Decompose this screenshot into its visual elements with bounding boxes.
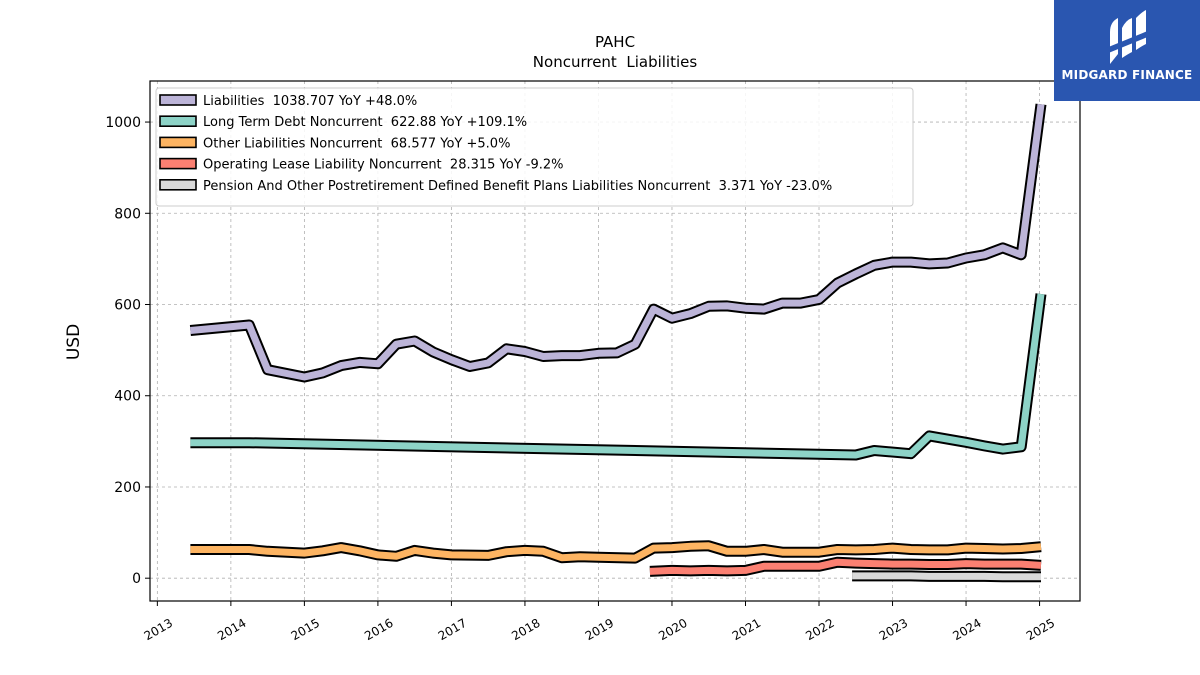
series-1	[189, 103, 1047, 383]
legend-swatch	[159, 179, 197, 191]
brand-name: MIDGARD FINANCE	[1061, 68, 1193, 82]
series-line	[649, 558, 1042, 575]
series-line	[190, 542, 1042, 562]
x-tick-label: 2022	[803, 616, 836, 643]
legend-swatch	[159, 157, 197, 170]
series-5	[852, 570, 1041, 583]
x-tick-label: 2018	[509, 616, 542, 643]
x-tick-label: 2017	[436, 616, 469, 643]
legend-label: Long Term Debt Noncurrent 622.88 YoY +10…	[203, 115, 527, 130]
x-tick-label: 2024	[950, 616, 983, 643]
x-tick-label: 2025	[1024, 616, 1057, 643]
legend-swatch	[159, 94, 197, 106]
y-tick-label: 600	[114, 298, 141, 314]
x-tick-label: 2016	[362, 616, 395, 643]
legend-swatch	[159, 136, 197, 149]
series-3	[190, 540, 1042, 564]
y-tick-label: 0	[132, 571, 141, 587]
series-line	[190, 103, 1045, 381]
y-tick-label: 800	[114, 206, 141, 222]
legend: Liabilities 1038.707 YoY +48.0% Long Term…	[155, 87, 914, 207]
legend-label: Pension And Other Postretirement Defined…	[203, 179, 832, 194]
series-2	[190, 293, 1047, 461]
legend-box	[155, 87, 914, 207]
brand-logo: MIDGARD FINANCE	[1054, 0, 1200, 101]
legend-swatch	[159, 115, 197, 127]
legend-label: Operating Lease Liability Noncurrent 28.…	[203, 158, 564, 173]
legend-label: Liabilities 1038.707 YoY +48.0%	[203, 94, 417, 109]
series-line	[852, 572, 1041, 581]
chart-title: PAHC	[595, 33, 635, 51]
y-axis-label: USD	[64, 324, 84, 360]
x-tick-label: 2020	[656, 616, 689, 643]
y-tick-label: 200	[114, 480, 141, 496]
series-4	[649, 556, 1042, 577]
x-tick-label: 2015	[289, 616, 322, 643]
x-tick-label: 2021	[730, 616, 763, 643]
plot-frame	[149, 80, 1081, 602]
y-tick-label: 1000	[105, 115, 141, 131]
midgard-logo-icon	[1106, 10, 1150, 64]
series-layer	[189, 103, 1047, 583]
y-tick-label: 400	[114, 389, 141, 405]
chart-subtitle: Noncurrent Liabilities	[533, 53, 698, 71]
series-line	[190, 293, 1045, 459]
legend-label: Other Liabilities Noncurrent 68.577 YoY …	[203, 136, 510, 151]
x-tick-label: 2019	[583, 616, 616, 643]
x-tick-label: 2023	[877, 616, 910, 643]
x-tick-label: 2014	[215, 616, 248, 643]
x-tick-label: 2013	[142, 616, 175, 643]
